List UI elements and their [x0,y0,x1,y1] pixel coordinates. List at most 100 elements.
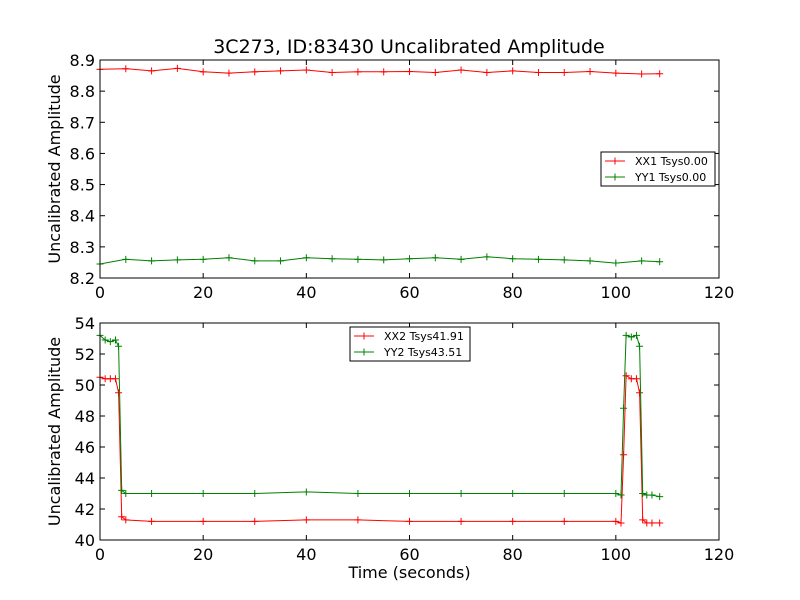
y-tick-label: 8.9 [70,51,95,70]
data-point [302,254,310,262]
data-point [648,491,656,499]
legend-box [600,151,716,187]
data-point [148,257,156,265]
data-point [622,331,630,339]
data-point [483,68,491,76]
data-point [277,257,285,265]
legend-label: XX1 Tsys0.00 [635,155,708,168]
data-point [632,331,640,339]
y-tick-label: 8.7 [70,113,95,132]
data-point [148,67,156,75]
y-axis-label: Uncalibrated Amplitude [45,337,64,526]
legend-marker [611,157,619,165]
legend-entry: XX1 Tsys0.00 [605,155,708,168]
data-point [354,255,362,263]
data-point [199,490,207,497]
data-point [627,333,635,341]
y-tick-label: 8.5 [70,176,95,195]
data-point [636,389,644,397]
data-point [457,490,465,497]
data-point [560,256,568,264]
data-point [101,336,109,344]
data-point [122,516,130,524]
data-point [656,70,664,78]
legend-label: YY1 Tsys0.00 [634,171,706,184]
y-tick-label: 52 [75,345,95,364]
y-tick-label: 8.2 [70,269,95,288]
x-axis-label: Time (seconds) [347,563,470,582]
x-tick-label: 60 [399,283,419,302]
y-tick-label: 8.8 [70,82,95,101]
data-point [656,258,664,266]
data-point [354,68,362,76]
y-axis-label: Uncalibrated Amplitude [45,74,64,263]
data-point [431,68,439,76]
series-1 [96,372,664,527]
x-tick-label: 20 [193,545,213,564]
legend: XX2 Tsys41.91 YY2 Tsys43.51 [349,326,471,362]
x-tick-label: 60 [399,545,419,564]
x-tick-label: 0 [95,545,105,564]
y-tick-label: 8.4 [70,207,95,226]
data-point [406,517,413,525]
data-point [612,259,620,267]
data-point [620,451,628,459]
data-point [457,517,465,525]
data-point [115,389,123,397]
y-tick-label: 42 [75,500,95,519]
y-tick-label: 44 [75,469,95,488]
data-point [251,490,259,497]
data-point [617,491,625,499]
data-point [656,519,664,527]
x-tick-label: 80 [502,283,522,302]
data-point [639,490,647,497]
legend-entry: YY1 Tsys0.00 [605,171,706,184]
data-point [115,342,123,350]
series-1 [96,64,664,78]
legend-entry: YY2 Tsys43.51 [354,346,462,359]
data-point [106,338,114,346]
data-point [406,490,413,497]
data-point [586,257,594,265]
data-point [251,517,259,525]
data-point [173,256,181,264]
data-point [632,375,640,383]
data-point [612,517,620,525]
data-point [354,490,362,497]
data-point [534,255,542,263]
data-point [380,256,388,264]
data-point [560,490,568,497]
series-line [99,67,660,75]
legend-label: XX2 Tsys41.91 [384,330,464,343]
legend-marker [360,348,368,356]
legend: XX1 Tsys0.00 YY1 Tsys0.00 [600,151,716,187]
data-point [251,257,259,265]
data-point [111,336,119,344]
data-point [509,255,517,263]
data-point [225,254,233,262]
data-point [199,68,207,76]
chart-panel-2: 0 20 40 60 80 100 120 40 42 44 46 48 50 52 54 Uncalibra… [45,314,734,582]
series-line [99,374,660,524]
data-point [302,488,310,496]
data-point [328,255,336,263]
data-point [302,516,310,524]
data-point [622,372,630,380]
data-point [118,486,126,494]
series-2 [96,331,664,501]
data-point [406,255,413,263]
data-point [639,516,647,524]
y-tick-label: 54 [75,314,95,333]
legend-marker [611,173,619,181]
legend-entry: XX2 Tsys41.91 [354,330,464,343]
data-point [509,67,517,75]
x-tick-label: 120 [704,283,735,302]
data-point [251,68,259,76]
data-point [225,69,233,77]
data-point [122,65,130,73]
y-tick-label: 50 [75,376,95,395]
y-tick-label: 46 [75,438,95,457]
data-point [122,490,130,497]
data-point [277,67,285,75]
data-point [483,253,491,261]
